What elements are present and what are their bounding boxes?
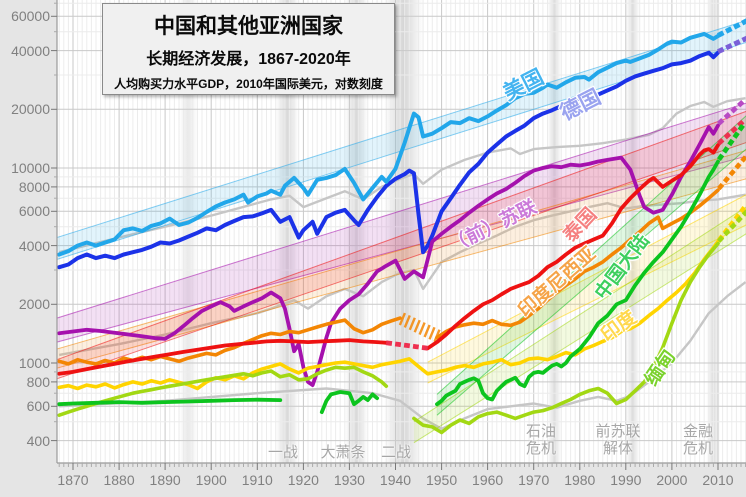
x-axis-label: 1930 — [333, 472, 365, 488]
event-annotation-great-depression: 大萧条 — [320, 444, 366, 461]
x-axis-label: 1940 — [379, 472, 412, 488]
context-middle — [58, 193, 746, 357]
y-axis-label: 8000 — [18, 178, 50, 195]
y-axis-label: 400 — [26, 432, 50, 449]
band-thailand — [57, 111, 746, 379]
x-axis-label: 1950 — [425, 472, 458, 488]
chart-subtitle: 长期经济发展，1867-2020年 — [146, 51, 351, 68]
series-lines — [57, 18, 746, 435]
x-axis-label: 1920 — [287, 472, 319, 488]
series-line-ussr — [57, 95, 746, 387]
x-axis-label: 1890 — [149, 472, 181, 488]
band-indonesia — [57, 150, 746, 369]
title-box: 中国和其他亚洲国家 长期经济发展，1867-2020年 人均购买力水平GDP，2… — [102, 3, 395, 95]
x-axis-label: 1870 — [57, 472, 89, 488]
band-china — [436, 115, 746, 416]
series-line-myanmar — [57, 209, 746, 435]
axes — [51, 0, 746, 470]
y-axis-label: 6000 — [18, 203, 50, 220]
x-axis-label: 1900 — [195, 472, 227, 488]
context-upper — [58, 97, 746, 254]
x-axis-label: 1910 — [241, 472, 273, 488]
x-axis-label: 2000 — [656, 472, 688, 488]
series-line-germany — [57, 35, 746, 270]
band-ussr — [57, 103, 746, 343]
x-axis-label: 1980 — [564, 472, 596, 488]
y-axis-label: 20000 — [11, 101, 50, 118]
event-annotation-oil-crisis: 石油 危机 — [525, 423, 557, 457]
x-axis-label: 2010 — [702, 472, 734, 488]
series-line-china — [57, 118, 746, 414]
y-axis-label: 40000 — [11, 42, 50, 59]
event-annotation-soviet-collapse: 前苏联 解体 — [595, 423, 641, 457]
y-axis-label: 60000 — [11, 8, 50, 25]
y-axis-label: 2000 — [18, 296, 50, 313]
x-axis-label: 1970 — [518, 472, 550, 488]
context-lower — [59, 281, 746, 430]
y-axis-label: 800 — [26, 373, 50, 390]
x-axis-label: 1960 — [472, 472, 504, 488]
y-axis-label: 10000 — [11, 160, 50, 176]
event-annotation-wwi: 一战 — [267, 444, 299, 461]
y-axis-label: 1000 — [18, 355, 50, 371]
chart-title: 中国和其他亚洲国家 — [154, 15, 343, 38]
context-lines — [58, 97, 746, 430]
x-axis-label: 1990 — [610, 472, 642, 488]
chart-caption: 人均购买力水平GDP，2010年国际美元，对数刻度 — [114, 77, 383, 91]
band-myanmar — [413, 207, 746, 443]
y-axis-label: 4000 — [18, 237, 50, 254]
x-axis-label: 1880 — [103, 472, 135, 488]
event-annotation-financial-crisis: 金融 危机 — [682, 423, 714, 457]
event-annotation-wwii: 二战 — [380, 444, 412, 461]
series-line-usa — [57, 18, 746, 257]
y-axis-label: 600 — [26, 398, 50, 415]
band-india — [427, 194, 746, 383]
series-line-thailand — [57, 115, 746, 376]
